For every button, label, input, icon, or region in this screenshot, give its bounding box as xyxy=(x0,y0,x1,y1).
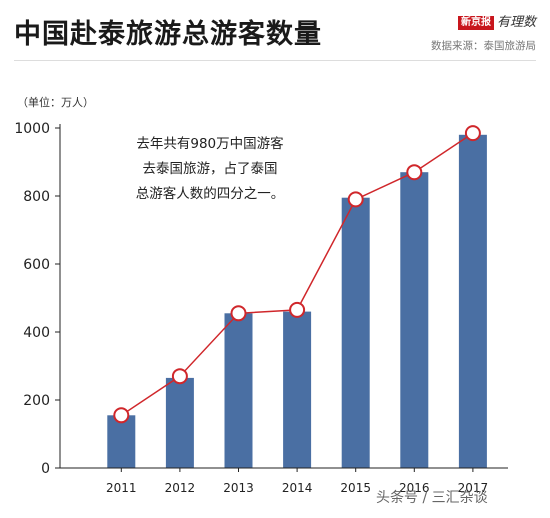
brand-logo: 新京报 有理数 xyxy=(458,16,536,30)
bar-2015 xyxy=(341,197,370,468)
y-tick-label-600: 600 xyxy=(23,257,50,273)
annotation-line-1: 去年共有980万中国游客 xyxy=(136,136,284,152)
trend-point-2016 xyxy=(406,164,423,181)
y-tick-label-0: 0 xyxy=(41,461,50,477)
bar-2017 xyxy=(458,134,487,469)
annotation-line-2: 去泰国旅游，占了泰国 xyxy=(142,161,278,177)
bar-2014 xyxy=(283,311,312,468)
x-tick-label-2015: 2015 xyxy=(340,481,371,495)
trend-point-2012 xyxy=(171,368,188,385)
y-tick-label-800: 800 xyxy=(23,189,50,205)
trend-point-2011 xyxy=(113,407,130,424)
trend-point-2017 xyxy=(464,125,481,142)
header-divider xyxy=(14,60,536,61)
brand-badge: 新京报 xyxy=(458,16,494,30)
x-tick-label-2016: 2016 xyxy=(399,481,430,495)
bar-2011 xyxy=(107,415,136,468)
annotation-line-3: 总游客人数的四分之一。 xyxy=(135,186,285,202)
trend-point-2013 xyxy=(230,305,247,322)
x-tick-label-2012: 2012 xyxy=(165,481,196,495)
y-axis-unit-label: （单位：万人） xyxy=(17,96,94,109)
chart-title: 中国赴泰旅游总游客数量 xyxy=(14,19,322,50)
bar-2016 xyxy=(400,172,429,468)
x-tick-label-2017: 2017 xyxy=(458,481,489,495)
y-tick-label-200: 200 xyxy=(23,393,50,409)
bar-2012 xyxy=(165,377,194,468)
x-tick-label-2013: 2013 xyxy=(223,481,254,495)
x-tick-label-2014: 2014 xyxy=(282,481,313,495)
watermark: 头条号 / 三汇杂谈 xyxy=(376,490,488,506)
y-tick-label-1000: 1000 xyxy=(14,121,50,137)
y-tick-label-400: 400 xyxy=(23,325,50,341)
trend-point-2014 xyxy=(289,301,306,318)
x-tick-label-2011: 2011 xyxy=(106,481,137,495)
bar-2013 xyxy=(224,313,253,468)
data-source: 数据来源：泰国旅游局 xyxy=(431,40,536,52)
trend-point-2015 xyxy=(347,191,364,208)
brand-script: 有理数 xyxy=(497,15,537,30)
annotation-text: 去年共有980万中国游客 去泰国旅游，占了泰国 总游客人数的四分之一。 xyxy=(94,132,326,207)
